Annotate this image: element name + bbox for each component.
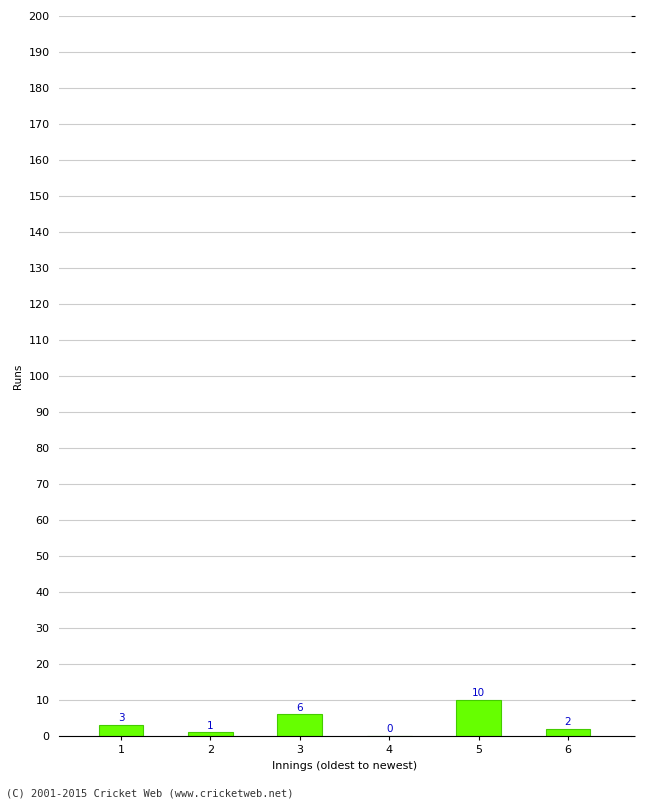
Text: 10: 10	[472, 688, 485, 698]
Bar	[99, 726, 144, 736]
Text: 2: 2	[565, 717, 571, 727]
Bar	[456, 700, 501, 736]
Text: 0: 0	[386, 724, 393, 734]
Bar	[545, 729, 590, 736]
Bar	[188, 733, 233, 736]
X-axis label: Innings (oldest to newest): Innings (oldest to newest)	[272, 761, 417, 770]
Text: 6: 6	[296, 702, 303, 713]
Bar	[278, 714, 322, 736]
Text: 1: 1	[207, 721, 214, 730]
Text: (C) 2001-2015 Cricket Web (www.cricketweb.net): (C) 2001-2015 Cricket Web (www.cricketwe…	[6, 789, 294, 798]
Text: 3: 3	[118, 714, 124, 723]
Y-axis label: Runs: Runs	[13, 363, 23, 389]
